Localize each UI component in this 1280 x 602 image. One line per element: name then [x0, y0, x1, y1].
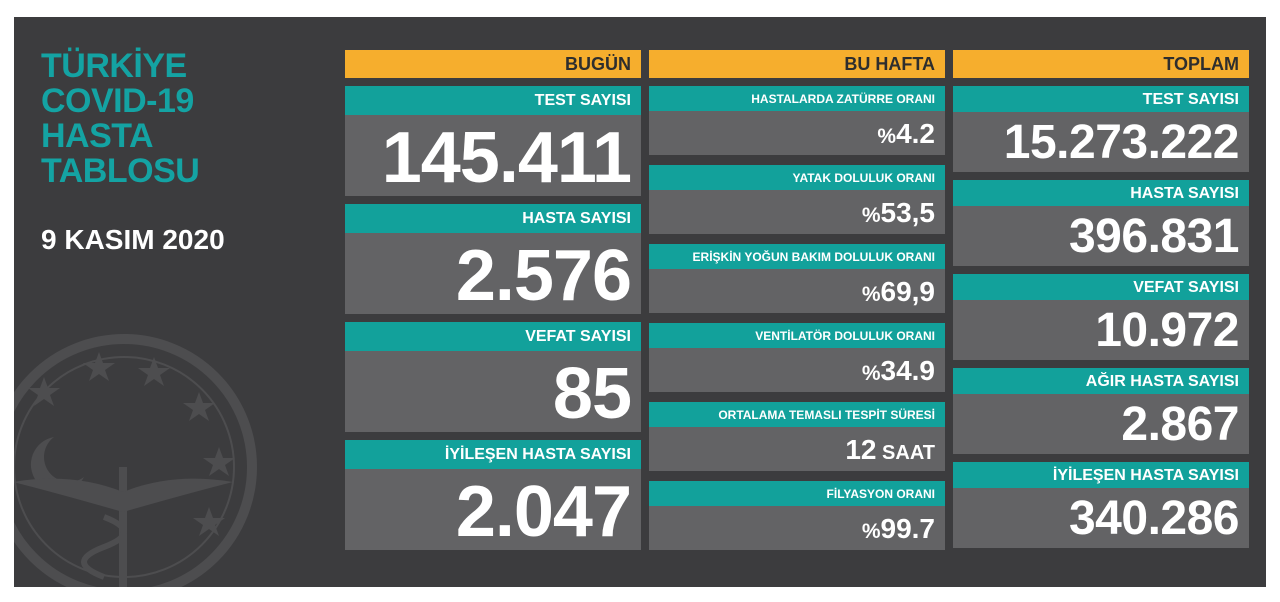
- card-label: YATAK DOLULUK ORANI: [649, 165, 945, 190]
- title-line: COVID-19: [41, 82, 194, 120]
- pneumonia-rate-card: HASTALARDA ZATÜRRE ORANI %4.2: [649, 86, 945, 155]
- today-column: BUGÜN TEST SAYISI 145.411 HASTA SAYISI 2…: [345, 50, 641, 552]
- today-header: BUGÜN: [345, 50, 641, 78]
- health-ministry-emblem-icon: [14, 334, 257, 587]
- card-value: 2.867: [953, 394, 1249, 454]
- today-cases-card: HASTA SAYISI 2.576: [345, 204, 641, 316]
- total-cases-card: HASTA SAYISI 396.831: [953, 180, 1249, 266]
- card-value: 396.831: [953, 206, 1249, 266]
- covid-dashboard-board: TÜRKİYE COVID-19 HASTA TABLOSU 9 KASIM 2…: [14, 17, 1266, 587]
- bed-occupancy-card: YATAK DOLULUK ORANI %53,5: [649, 165, 945, 234]
- total-test-card: TEST SAYISI 15.273.222: [953, 86, 1249, 172]
- card-value: %4.2: [649, 111, 945, 155]
- total-recovered-card: İYİLEŞEN HASTA SAYISI 340.286: [953, 462, 1249, 548]
- card-value: 340.286: [953, 488, 1249, 548]
- report-date: 9 KASIM 2020: [41, 224, 225, 255]
- card-value: 15.273.222: [953, 112, 1249, 172]
- title-line: HASTA: [41, 117, 154, 155]
- card-label: ORTALAMA TEMASLI TESPİT SÜRESİ: [649, 402, 945, 427]
- card-label: HASTA SAYISI: [953, 180, 1249, 206]
- card-value: 2.576: [345, 233, 641, 316]
- card-label: VEFAT SAYISI: [953, 274, 1249, 300]
- total-column: TOPLAM TEST SAYISI 15.273.222 HASTA SAYI…: [953, 50, 1249, 548]
- today-recovered-card: İYİLEŞEN HASTA SAYISI 2.047: [345, 440, 641, 552]
- today-test-card: TEST SAYISI 145.411: [345, 86, 641, 198]
- card-value: 85: [345, 351, 641, 434]
- filiation-rate-card: FİLYASYON ORANI %99.7: [649, 481, 945, 550]
- total-header: TOPLAM: [953, 50, 1249, 78]
- card-label: İYİLEŞEN HASTA SAYISI: [345, 440, 641, 469]
- total-deaths-card: VEFAT SAYISI 10.972: [953, 274, 1249, 360]
- contact-detection-time-card: ORTALAMA TEMASLI TESPİT SÜRESİ 12 SAAT: [649, 402, 945, 471]
- card-label: HASTA SAYISI: [345, 204, 641, 233]
- this-week-column: BU HAFTA HASTALARDA ZATÜRRE ORANI %4.2 Y…: [649, 50, 945, 550]
- card-value: %34.9: [649, 348, 945, 392]
- today-deaths-card: VEFAT SAYISI 85: [345, 322, 641, 434]
- card-value: 145.411: [345, 115, 641, 198]
- icu-occupancy-card: ERİŞKİN YOĞUN BAKIM DOLULUK ORANI %69,9: [649, 244, 945, 313]
- card-label: HASTALARDA ZATÜRRE ORANI: [649, 86, 945, 111]
- card-label: TEST SAYISI: [953, 86, 1249, 112]
- ventilator-occupancy-card: VENTİLATÖR DOLULUK ORANI %34.9: [649, 323, 945, 392]
- card-label: FİLYASYON ORANI: [649, 481, 945, 506]
- dashboard-title: TÜRKİYE COVID-19 HASTA TABLOSU: [41, 47, 200, 190]
- title-line: TÜRKİYE: [41, 47, 187, 85]
- title-line: TABLOSU: [41, 152, 200, 190]
- total-severe-card: AĞIR HASTA SAYISI 2.867: [953, 368, 1249, 454]
- card-value: 10.972: [953, 300, 1249, 360]
- card-label: ERİŞKİN YOĞUN BAKIM DOLULUK ORANI: [649, 244, 945, 269]
- this-week-header: BU HAFTA: [649, 50, 945, 78]
- card-label: VENTİLATÖR DOLULUK ORANI: [649, 323, 945, 348]
- card-value: 12 SAAT: [649, 427, 945, 471]
- card-label: İYİLEŞEN HASTA SAYISI: [953, 462, 1249, 488]
- card-label: AĞIR HASTA SAYISI: [953, 368, 1249, 394]
- card-value: 2.047: [345, 469, 641, 552]
- card-label: VEFAT SAYISI: [345, 322, 641, 351]
- card-label: TEST SAYISI: [345, 86, 641, 115]
- card-value: %53,5: [649, 190, 945, 234]
- card-value: %99.7: [649, 506, 945, 550]
- card-value: %69,9: [649, 269, 945, 313]
